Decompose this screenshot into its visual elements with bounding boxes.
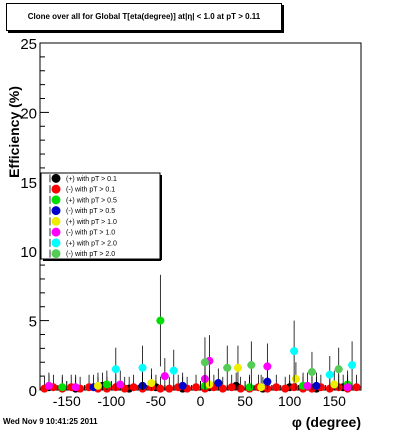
x-tick-label: 50 bbox=[237, 393, 253, 409]
data-point bbox=[138, 363, 147, 372]
y-axis-label: Efficiency (%) bbox=[6, 86, 22, 178]
axis-ticks: 0 5 10 15 20 25 -150 -100 -50 0 50 100 150 bbox=[20, 36, 353, 409]
data-point bbox=[129, 383, 138, 392]
chart-title: Clone over all for Global T[eta(degree)]… bbox=[27, 12, 261, 21]
legend-label: (-) with pT > 2.0 bbox=[66, 251, 115, 258]
data-point bbox=[281, 384, 290, 393]
data-point bbox=[200, 358, 209, 367]
data-point bbox=[227, 383, 236, 392]
data-point bbox=[178, 381, 187, 390]
legend-label: (+) with pT > 1.0 bbox=[66, 219, 117, 226]
data-point bbox=[116, 380, 125, 389]
data-point bbox=[303, 381, 312, 390]
data-point bbox=[223, 363, 232, 372]
y-tick-label: 15 bbox=[20, 175, 37, 192]
data-point bbox=[192, 383, 201, 392]
legend-label: (+) with pT > 0.5 bbox=[66, 197, 117, 204]
footer-timestamp: Wed Nov 9 10:41:25 2011 bbox=[3, 417, 98, 426]
legend-marker bbox=[51, 173, 61, 183]
x-tick-label: 150 bbox=[323, 393, 347, 409]
data-point bbox=[334, 365, 343, 374]
legend-marker bbox=[51, 206, 61, 216]
data-point bbox=[233, 363, 242, 372]
data-point bbox=[111, 365, 120, 374]
legend-marker bbox=[51, 249, 61, 259]
data-point bbox=[245, 383, 254, 392]
x-tick-label: -50 bbox=[146, 393, 166, 409]
data-point bbox=[218, 384, 227, 393]
legend-label: (-) with pT > 0.5 bbox=[66, 208, 115, 215]
y-tick-label: 10 bbox=[20, 244, 37, 261]
data-point bbox=[93, 381, 102, 390]
data-point bbox=[312, 381, 321, 390]
x-tick-label: -100 bbox=[97, 393, 125, 409]
y-tick-label: 0 bbox=[29, 383, 37, 400]
legend-marker bbox=[51, 227, 61, 237]
data-point bbox=[160, 372, 169, 381]
legend-label: (-) with pT > 0.1 bbox=[66, 187, 115, 194]
data-point bbox=[343, 383, 352, 392]
data-point bbox=[325, 370, 334, 379]
data-point bbox=[44, 381, 53, 390]
data-point bbox=[290, 383, 299, 392]
legend-label: (-) with pT > 1.0 bbox=[66, 230, 115, 237]
data-point bbox=[169, 366, 178, 375]
y-tick-label: 25 bbox=[20, 36, 37, 53]
data-point bbox=[330, 380, 339, 389]
data-point bbox=[291, 374, 300, 383]
legend-label: (+) with pT > 0.1 bbox=[66, 176, 117, 183]
x-tick-label: -150 bbox=[53, 393, 81, 409]
data-point bbox=[236, 384, 245, 393]
x-tick-label: 0 bbox=[197, 393, 205, 409]
legend-marker bbox=[51, 184, 61, 194]
data-point bbox=[147, 379, 156, 388]
legend: (+) with pT > 0.1 (-) with pT > 0.1 (+) wi… bbox=[40, 172, 162, 261]
legend-label: (+) with pT > 2.0 bbox=[66, 240, 117, 247]
data-point bbox=[156, 384, 165, 393]
x-tick-label: 100 bbox=[278, 393, 302, 409]
y-tick-label: 20 bbox=[20, 105, 37, 122]
legend-marker bbox=[51, 238, 61, 248]
x-axis-label: φ (degree) bbox=[292, 414, 361, 430]
data-point bbox=[263, 362, 272, 371]
data-point bbox=[272, 383, 281, 392]
data-point bbox=[348, 361, 357, 370]
data-point bbox=[247, 361, 256, 370]
data-point bbox=[214, 379, 223, 388]
data-marks bbox=[40, 274, 361, 393]
data-point bbox=[102, 380, 111, 389]
legend-marker bbox=[51, 216, 61, 226]
data-point bbox=[71, 383, 80, 392]
y-tick-label: 5 bbox=[29, 314, 37, 331]
legend-box bbox=[40, 172, 161, 260]
data-point bbox=[352, 383, 361, 392]
legend-marker bbox=[51, 195, 61, 205]
data-point bbox=[307, 367, 316, 376]
data-point bbox=[290, 347, 299, 356]
data-point bbox=[257, 383, 266, 392]
data-point bbox=[156, 316, 165, 325]
data-point bbox=[165, 384, 174, 393]
data-point bbox=[58, 383, 67, 392]
chart-title-box: Clone over all for Global T[eta(degree)]… bbox=[6, 3, 282, 31]
